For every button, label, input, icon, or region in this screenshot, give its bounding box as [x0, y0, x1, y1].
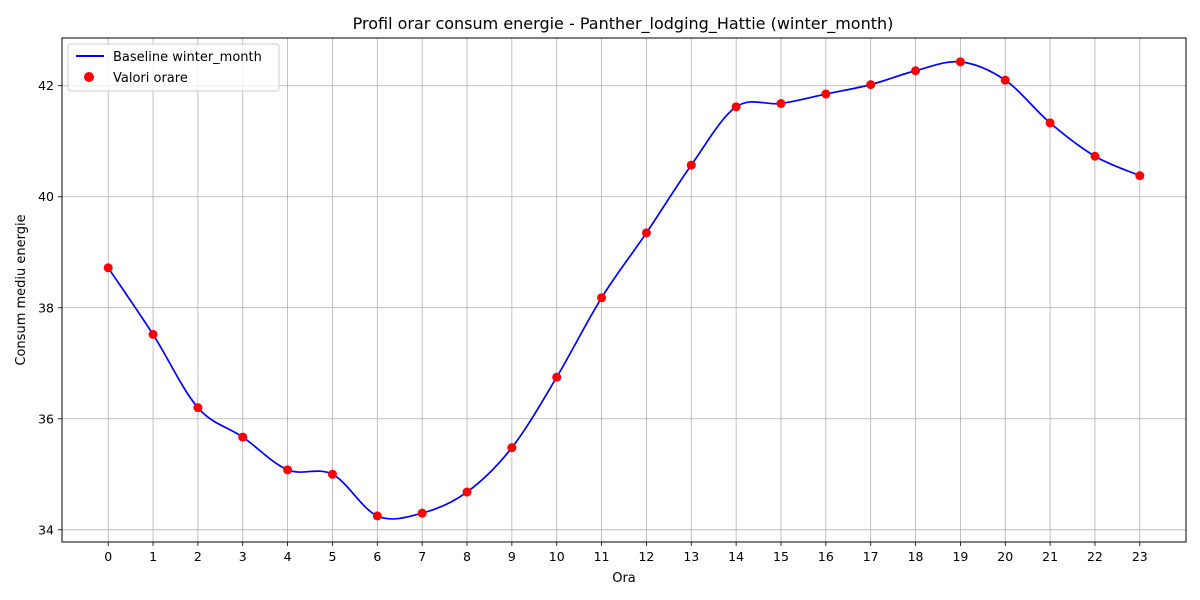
x-tick-label: 0: [104, 549, 112, 564]
x-tick-label: 19: [952, 549, 968, 564]
x-tick-label: 15: [773, 549, 789, 564]
x-tick-label: 7: [418, 549, 426, 564]
legend-label-values: Valori orare: [113, 71, 188, 86]
x-tick-label: 14: [728, 549, 744, 564]
data-point: [103, 263, 113, 273]
x-axis-label: Ora: [612, 571, 636, 586]
y-axis-label: Consum mediu energie: [14, 214, 29, 365]
y-tick-label: 36: [38, 411, 54, 426]
series-layer: [103, 57, 1145, 521]
data-point: [686, 160, 696, 170]
y-tick-label: 40: [38, 189, 54, 204]
x-tick-label: 5: [328, 549, 336, 564]
legend: Baseline winter_month Valori orare: [67, 43, 280, 92]
x-tick-label: 9: [508, 549, 516, 564]
x-tick-label: 3: [239, 549, 247, 564]
data-point: [1045, 118, 1055, 128]
data-point: [821, 89, 831, 99]
data-point: [597, 293, 607, 303]
legend-label-baseline: Baseline winter_month: [113, 50, 262, 65]
y-tick-label: 34: [38, 522, 54, 537]
data-point: [911, 66, 921, 76]
data-point: [148, 329, 158, 339]
data-point: [462, 487, 472, 497]
data-point: [238, 432, 248, 442]
data-point: [193, 403, 203, 413]
x-tick-label: 22: [1087, 549, 1103, 564]
x-tick-label: 21: [1042, 549, 1058, 564]
x-axis: 0 1 2 3 4 5 6 7 8 9 10 11 12 13 14 15 16 17 18 19 20 21 22 23: [104, 542, 1148, 564]
x-tick-label: 2: [194, 549, 202, 564]
x-tick-label: 16: [818, 549, 834, 564]
data-point: [1090, 151, 1100, 161]
data-point: [1000, 75, 1010, 85]
x-tick-label: 20: [997, 549, 1013, 564]
data-point: [283, 465, 293, 475]
x-tick-label: 13: [683, 549, 699, 564]
x-tick-label: 6: [373, 549, 381, 564]
x-tick-label: 17: [863, 549, 879, 564]
data-point: [641, 228, 651, 238]
data-point: [552, 372, 562, 382]
x-tick-label: 10: [549, 549, 565, 564]
x-tick-label: 8: [463, 549, 471, 564]
x-tick-label: 1: [149, 549, 157, 564]
data-point: [731, 102, 741, 112]
legend-marker-swatch: [84, 72, 94, 82]
x-tick-label: 4: [284, 549, 292, 564]
x-tick-label: 12: [638, 549, 654, 564]
y-axis: 34 36 38 40 42: [38, 78, 62, 537]
data-point: [507, 443, 517, 453]
y-tick-label: 38: [38, 300, 54, 315]
x-tick-label: 23: [1132, 549, 1148, 564]
x-tick-label: 11: [594, 549, 610, 564]
data-point: [1135, 171, 1145, 181]
data-point: [776, 98, 786, 108]
plot-frame: [61, 37, 1187, 543]
series-line-baseline: [107, 60, 1141, 520]
data-point: [327, 469, 337, 479]
legend-box: [67, 43, 280, 92]
chart-title: Profil orar consum energie - Panther_lod…: [353, 14, 894, 34]
grid: [62, 38, 1186, 542]
data-point: [372, 511, 382, 521]
data-point: [417, 508, 427, 518]
data-point: [866, 80, 876, 90]
x-tick-label: 18: [908, 549, 924, 564]
y-tick-label: 42: [38, 78, 54, 93]
data-point: [955, 57, 965, 67]
